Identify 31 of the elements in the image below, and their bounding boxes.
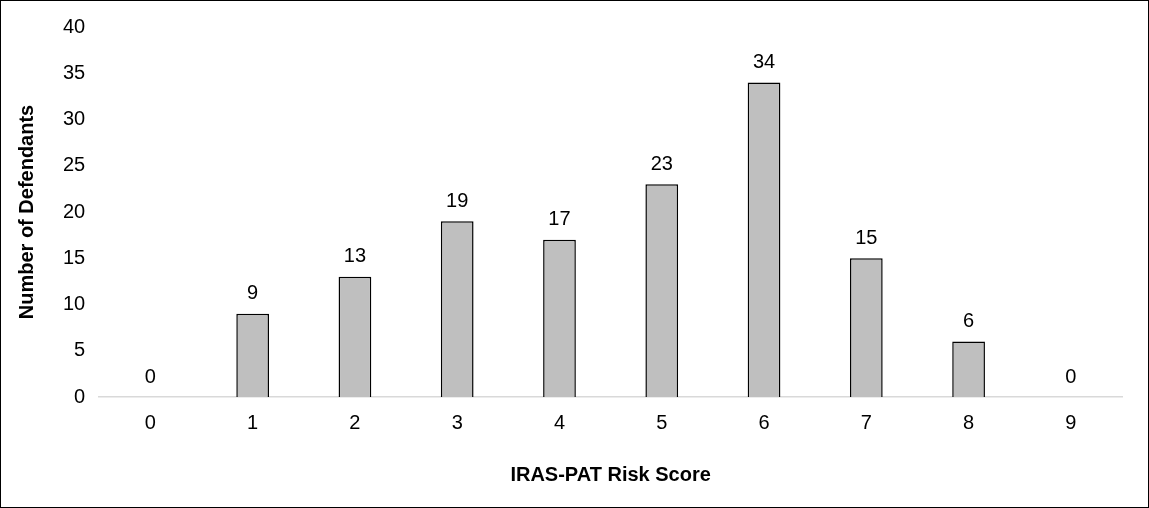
data-label: 0 <box>1065 364 1077 387</box>
x-tick-label: 7 <box>860 410 872 433</box>
x-axis-title: IRAS-PAT Risk Score <box>510 462 711 485</box>
data-label: 0 <box>144 364 156 387</box>
x-tick-label: 8 <box>963 410 975 433</box>
x-tick-label: 2 <box>349 410 361 433</box>
data-label: 6 <box>963 309 975 332</box>
x-tick-label: 4 <box>553 410 566 433</box>
x-tick-label: 0 <box>144 410 156 433</box>
y-tick-label: 10 <box>63 292 86 315</box>
y-axis-title: Number of Defendants <box>14 104 37 320</box>
data-label: 17 <box>548 207 571 230</box>
x-tick-label: 1 <box>247 410 259 433</box>
y-tick-label: 25 <box>63 153 86 176</box>
y-tick-label: 40 <box>63 14 86 37</box>
data-label: 13 <box>343 244 367 267</box>
x-tick-label: 6 <box>758 410 770 433</box>
x-tick-label: 5 <box>656 410 668 433</box>
x-tick-label: 9 <box>1065 410 1077 433</box>
data-label: 15 <box>855 225 878 248</box>
y-tick-label: 35 <box>63 60 86 83</box>
data-label: 34 <box>752 50 776 73</box>
data-label: 19 <box>446 188 469 211</box>
data-label: 23 <box>650 151 673 174</box>
data-label: 9 <box>247 281 259 304</box>
y-tick-label: 5 <box>74 338 86 361</box>
y-tick-label: 20 <box>63 199 86 222</box>
y-tick-label: 0 <box>74 384 86 407</box>
x-tick-label: 3 <box>451 410 463 433</box>
y-tick-label: 15 <box>63 245 86 268</box>
y-tick-label: 30 <box>63 107 86 130</box>
